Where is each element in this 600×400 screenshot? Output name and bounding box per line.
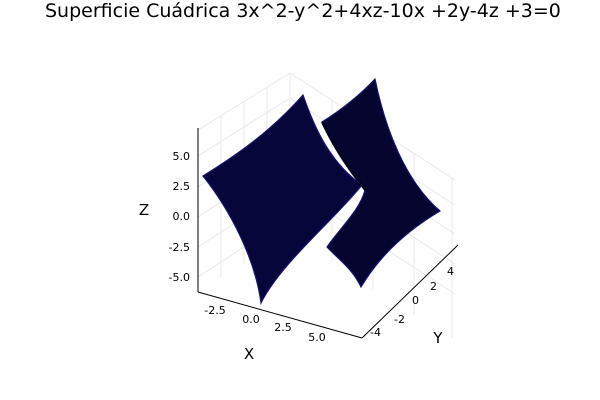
y-tick-label: 0 (412, 294, 419, 307)
y-tick-label: 2 (430, 280, 437, 293)
chart-title: Superficie Cuádrica 3x^2-y^2+4xz-10x +2y… (45, 0, 561, 22)
y-axis-line (361, 244, 459, 339)
x-tick-label: -2.5 (204, 304, 225, 317)
x-tick-label: 2.5 (274, 321, 292, 334)
x-axis-line (197, 291, 363, 339)
y-tick-label: -2 (394, 313, 405, 326)
y-tick-labels: -4 -2 0 2 4 (370, 265, 454, 339)
y-tick-label: 4 (447, 265, 454, 278)
z-tick-label: 2.5 (173, 180, 191, 193)
y-axis-label: Y (432, 329, 443, 347)
x-axis-label: X (244, 345, 254, 363)
z-tick-label: 0.0 (173, 210, 191, 223)
x-tick-label: 0.0 (242, 313, 260, 326)
z-tick-label: -5.0 (169, 271, 190, 284)
surface (202, 77, 442, 306)
z-tick-labels: 5.0 2.5 0.0 -2.5 -5.0 (169, 150, 190, 284)
x-tick-labels: -2.5 0.0 2.5 5.0 (204, 304, 325, 344)
z-axis-label: Z (139, 201, 149, 219)
surface-seam (321, 121, 366, 191)
x-tick-label: 5.0 (308, 331, 326, 344)
y-tick-label: -4 (370, 326, 381, 339)
z-tick-label: -2.5 (169, 241, 190, 254)
axes (197, 128, 459, 339)
z-tick-label: 5.0 (173, 150, 191, 163)
